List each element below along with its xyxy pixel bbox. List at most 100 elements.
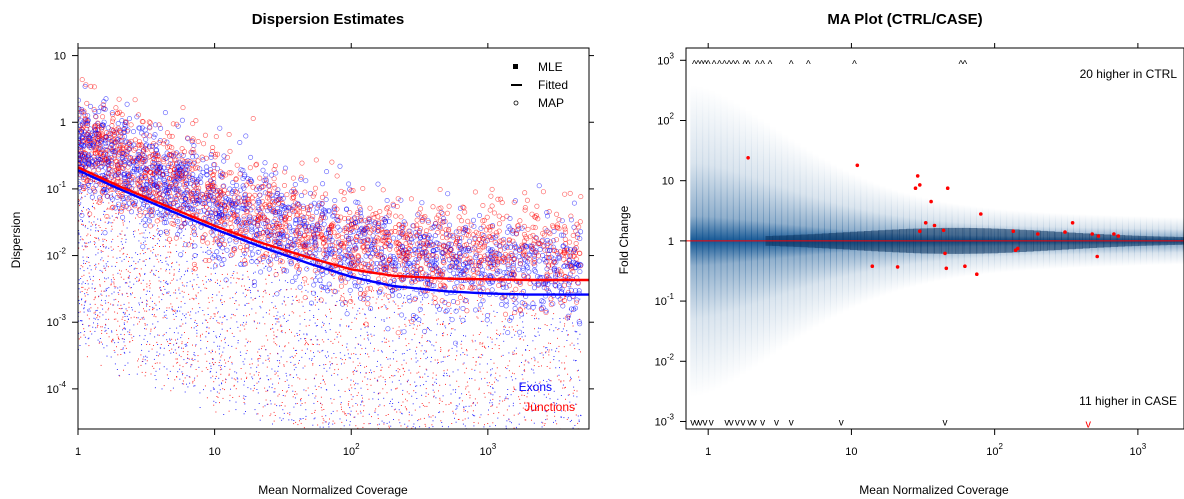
mle-point	[454, 329, 456, 331]
mle-point	[512, 354, 514, 355]
map-point	[379, 223, 385, 229]
mle-point	[167, 292, 169, 294]
mle-point	[292, 390, 294, 392]
mle-point	[262, 406, 264, 408]
mle-point	[565, 386, 566, 388]
mle-point	[268, 386, 270, 388]
mle-point	[80, 320, 81, 322]
mle-point	[180, 237, 182, 239]
mle-point	[86, 314, 88, 316]
mle-point	[432, 377, 434, 379]
mle-point	[305, 340, 307, 342]
mle-point	[405, 345, 407, 347]
map-point	[143, 136, 149, 142]
mle-point	[253, 320, 255, 322]
mle-point	[166, 292, 168, 294]
mle-point	[235, 409, 237, 411]
mle-point	[258, 374, 259, 376]
mle-point	[292, 377, 294, 378]
map-point	[551, 228, 557, 234]
mle-point	[363, 324, 365, 326]
mle-point	[351, 296, 352, 298]
mle-point	[143, 356, 145, 358]
mle-point	[234, 315, 236, 317]
mle-point	[403, 273, 404, 274]
map-point	[484, 313, 490, 319]
mle-point	[272, 383, 274, 385]
map-point	[318, 297, 324, 303]
mle-point	[82, 281, 84, 283]
map-point	[463, 297, 469, 303]
map-point	[337, 247, 343, 253]
map-point	[346, 241, 352, 247]
mle-point	[117, 272, 119, 274]
map-point	[119, 138, 125, 144]
mle-point	[119, 273, 121, 275]
map-point	[578, 194, 584, 200]
mle-point	[419, 342, 421, 344]
mle-point	[99, 285, 101, 287]
mle-point	[395, 370, 397, 372]
mle-point	[174, 224, 176, 226]
mle-point	[553, 390, 555, 392]
mle-point	[546, 411, 548, 413]
mle-point	[102, 251, 104, 252]
mle-point	[149, 306, 151, 307]
mle-point	[343, 269, 345, 271]
map-point	[536, 258, 542, 264]
mle-point	[445, 327, 447, 329]
mle-point	[253, 387, 255, 389]
mle-point	[502, 333, 504, 335]
map-point	[115, 175, 121, 181]
map-point	[350, 247, 356, 253]
mle-point	[129, 198, 131, 200]
map-point	[82, 184, 88, 190]
mle-point	[233, 378, 235, 380]
mle-point	[398, 337, 400, 339]
map-point	[358, 257, 364, 263]
mle-point	[406, 349, 408, 351]
mle-point	[235, 264, 237, 266]
mle-point	[394, 408, 396, 410]
mle-point	[189, 241, 190, 243]
mle-point	[474, 369, 476, 371]
map-point	[468, 260, 474, 266]
mle-point	[281, 419, 283, 421]
map-point	[441, 266, 447, 272]
map-point	[476, 262, 482, 268]
mle-point	[310, 290, 312, 292]
map-point	[294, 238, 300, 244]
mle-point	[481, 378, 482, 380]
map-point	[333, 240, 339, 246]
mle-point	[430, 416, 432, 418]
mle-point	[180, 276, 182, 278]
mle-point	[490, 386, 491, 388]
mle-point	[578, 369, 579, 371]
map-point	[393, 263, 399, 269]
mle-point	[198, 366, 200, 368]
mle-point	[290, 361, 292, 363]
mle-point	[117, 204, 119, 205]
mle-point	[565, 355, 567, 357]
mle-point	[414, 333, 416, 335]
mle-point	[249, 341, 251, 343]
mle-point	[196, 335, 198, 337]
map-point	[260, 167, 266, 173]
mle-point	[376, 366, 378, 367]
mle-point	[137, 209, 139, 211]
mle-point	[84, 331, 86, 332]
mle-point	[354, 388, 356, 390]
mle-point	[188, 358, 190, 360]
mle-point	[357, 392, 359, 394]
mle-point	[247, 289, 248, 291]
map-point	[520, 244, 526, 250]
map-point	[208, 177, 214, 183]
mle-point	[133, 233, 134, 235]
mle-point	[383, 304, 385, 306]
map-point	[78, 112, 82, 118]
mle-point	[136, 317, 137, 319]
mle-point	[121, 248, 123, 250]
map-point	[83, 82, 89, 88]
mle-point	[94, 287, 96, 289]
map-point	[266, 223, 272, 229]
